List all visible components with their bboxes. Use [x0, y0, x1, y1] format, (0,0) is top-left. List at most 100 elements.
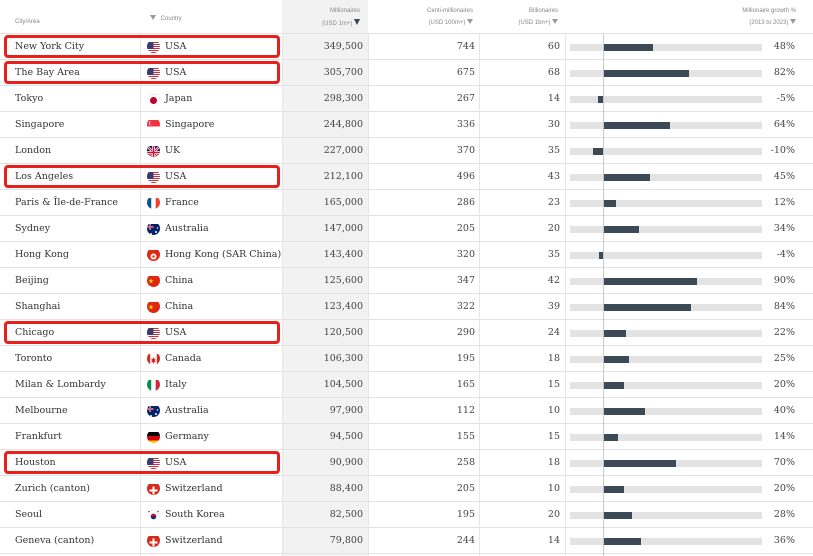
table-row[interactable]: Tokyo Japan 298,300 267 14 -5%	[0, 86, 813, 112]
singapore-flag-icon	[147, 118, 160, 131]
billionaires-value: 20	[547, 223, 560, 234]
table-row[interactable]: London UK 227,000 370 35 -10%	[0, 138, 813, 164]
billionaires-value: 43	[547, 171, 560, 182]
growth-zero-axis	[603, 34, 604, 556]
table-row[interactable]: Singapore Singapore 244,800 336 30 64%	[0, 112, 813, 138]
growth-value: 34%	[773, 223, 795, 234]
centi-millionaires-value: 322	[456, 301, 475, 312]
table-row[interactable]: Zurich (canton) Switzerland 88,400 205 10 20%	[0, 476, 813, 502]
sort-icon[interactable]	[150, 15, 156, 20]
millionaires-value: 82,500	[329, 509, 363, 520]
row-divider	[0, 85, 813, 86]
city-name: Hong Kong	[15, 249, 69, 260]
table-row[interactable]: Sydney Australia 147,000 205 20 34%	[0, 216, 813, 242]
usa-flag-icon	[147, 456, 160, 469]
billionaires-value: 42	[547, 275, 560, 286]
sort-icon[interactable]	[552, 19, 558, 24]
centi-millionaires-value: 267	[456, 93, 475, 104]
sort-icon[interactable]	[790, 19, 796, 24]
header-millionaires[interactable]: Millionaires (USD 1m+)	[300, 8, 360, 42]
millionaires-value: 147,000	[323, 223, 363, 234]
header-divider	[0, 33, 813, 34]
column-divider	[282, 34, 283, 556]
header-growth[interactable]: Millionaire growth % (2013 to 2023)	[700, 8, 796, 42]
billionaires-value: 15	[547, 379, 560, 390]
millionaires-value: 165,000	[323, 197, 363, 208]
table-row[interactable]: Seoul South Korea 82,500 195 20 28%	[0, 502, 813, 528]
growth-bar	[603, 278, 698, 285]
row-divider	[0, 163, 813, 164]
millionaires-value: 244,800	[323, 119, 363, 130]
table-row[interactable]: Shanghai China 123,400 322 39 84%	[0, 294, 813, 320]
header-centi-unit: (USD 100m+)	[428, 20, 466, 26]
germany-flag-icon	[147, 430, 160, 443]
table-row[interactable]: The Bay Area USA 305,700 675 68 82%	[0, 60, 813, 86]
growth-bar-track	[570, 44, 762, 51]
growth-bar-track	[570, 486, 762, 493]
city-name: Zurich (canton)	[15, 483, 90, 494]
centi-millionaires-value: 290	[456, 327, 475, 338]
city-name: Paris & Île-de-France	[15, 197, 118, 208]
country-name: Australia	[165, 405, 209, 416]
centi-millionaires-value: 336	[456, 119, 475, 130]
growth-value: 20%	[773, 483, 795, 494]
table-row[interactable]: Los Angeles USA 212,100 496 43 45%	[0, 164, 813, 190]
millionaires-value: 123,400	[323, 301, 363, 312]
header-country-label: Country	[160, 16, 182, 22]
centi-millionaires-value: 320	[456, 249, 475, 260]
growth-value: 84%	[773, 301, 795, 312]
usa-flag-icon	[147, 66, 160, 79]
millionaires-value: 97,900	[329, 405, 363, 416]
centi-millionaires-value: 112	[456, 405, 475, 416]
country-name: Australia	[165, 223, 209, 234]
table-row[interactable]: Melbourne Australia 97,900 112 10 40%	[0, 398, 813, 424]
millionaires-value: 298,300	[323, 93, 363, 104]
table-row[interactable]: New York City USA 349,500 744 60 48%	[0, 34, 813, 60]
sort-desc-active-icon[interactable]	[354, 19, 360, 25]
growth-value: 90%	[773, 275, 795, 286]
growth-bar-track	[570, 252, 762, 259]
highlight-box	[4, 321, 280, 344]
table-row[interactable]: Paris & Île-de-France France 165,000 286 23 1…	[0, 190, 813, 216]
table-row[interactable]: Toronto Canada 106,300 195 18 25%	[0, 346, 813, 372]
growth-bar	[592, 148, 603, 155]
sort-icon[interactable]	[467, 19, 473, 24]
city-name: Frankfurt	[15, 431, 62, 442]
table-row[interactable]: Frankfurt Germany 94,500 155 15 14%	[0, 424, 813, 450]
table-row[interactable]: Milan & Lombardy Italy 104,500 165 15 20%	[0, 372, 813, 398]
header-country[interactable]: Country	[150, 15, 182, 49]
column-divider	[368, 34, 369, 556]
centi-millionaires-value: 244	[456, 535, 475, 546]
growth-bar-track	[570, 200, 762, 207]
growth-bar-track	[570, 434, 762, 441]
highlight-box	[4, 61, 280, 84]
canada-flag-icon	[147, 352, 160, 365]
table-row[interactable]: Beijing China 125,600 347 42 90%	[0, 268, 813, 294]
growth-value: -4%	[776, 249, 795, 260]
table-row[interactable]: Chicago USA 120,500 290 24 22%	[0, 320, 813, 346]
billionaires-value: 18	[547, 457, 560, 468]
city-name: Toronto	[15, 353, 53, 364]
millionaires-value: 104,500	[323, 379, 363, 390]
billionaires-value: 14	[547, 535, 560, 546]
header-billionaires[interactable]: Billionaires (USD 1bn+)	[500, 8, 558, 42]
city-name: Geneva (canton)	[15, 535, 95, 546]
country-name: Singapore	[165, 119, 215, 130]
usa-flag-icon	[147, 326, 160, 339]
row-divider	[0, 241, 813, 242]
centi-millionaires-value: 286	[456, 197, 475, 208]
growth-value: 64%	[773, 119, 795, 130]
city-name: Singapore	[15, 119, 65, 130]
table-row[interactable]: Hong Kong Hong Kong (SAR China) 143,400 320…	[0, 242, 813, 268]
row-divider	[0, 423, 813, 424]
highlight-box	[4, 165, 280, 188]
header-centi-millionaires[interactable]: Centi-millionaires (USD 100m+)	[395, 8, 473, 42]
growth-bar	[603, 44, 654, 51]
header-city[interactable]: City/Area	[15, 19, 40, 53]
city-name: New York City	[15, 41, 85, 52]
column-divider	[479, 34, 480, 556]
country-name: USA	[165, 327, 187, 338]
table-row[interactable]: Houston USA 90,900 258 18 70%	[0, 450, 813, 476]
billionaires-value: 10	[547, 405, 560, 416]
table-row[interactable]: Geneva (canton) Switzerland 79,800 244 14 36%	[0, 528, 813, 554]
